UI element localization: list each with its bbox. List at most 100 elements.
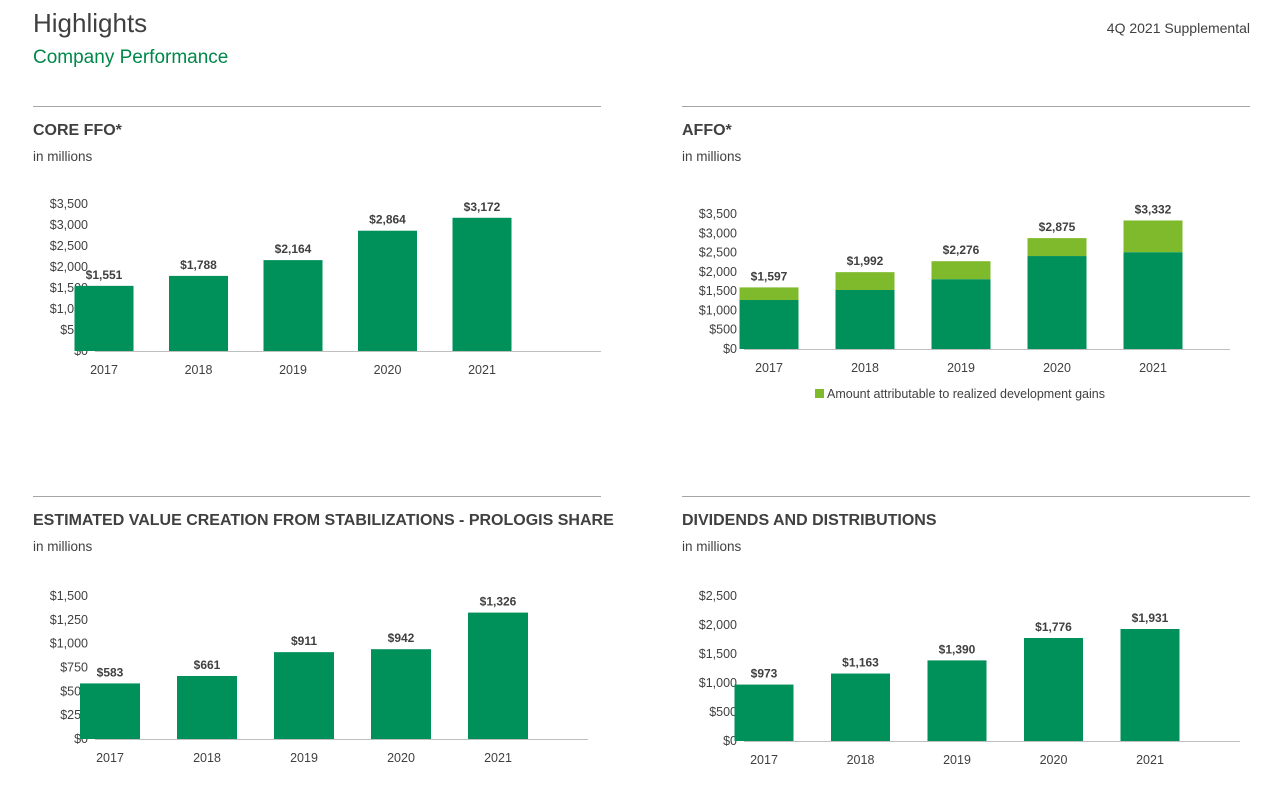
data-label: $2,276 — [943, 243, 980, 257]
data-label: $942 — [388, 631, 415, 645]
data-label: $1,776 — [1035, 620, 1072, 634]
bar — [1120, 629, 1180, 741]
chart-title: ESTIMATED VALUE CREATION FROM STABILIZAT… — [33, 512, 614, 529]
legend-swatch — [815, 389, 824, 398]
y-tick-label: $0 — [723, 734, 737, 748]
x-tick-label: 2018 — [193, 751, 221, 765]
dividends-chart: $0 $500 $1,000 $1,500 $2,000 $2,500 $973 2017 $1… — [699, 589, 1240, 767]
bar — [739, 300, 799, 349]
data-label: $1,326 — [480, 595, 517, 609]
y-tick-label: $3,500 — [50, 197, 88, 211]
data-label: $1,931 — [1132, 611, 1169, 625]
data-label: $1,597 — [751, 269, 788, 283]
bar — [835, 289, 895, 349]
y-tick-label: $1,000 — [699, 303, 737, 317]
y-tick-label: $500 — [709, 705, 737, 719]
bar — [927, 660, 987, 741]
bar — [80, 683, 140, 739]
x-tick-label: 2017 — [90, 363, 118, 377]
report-label: 4Q 2021 Supplemental — [1106, 20, 1250, 36]
value-creation-chart: $0$250$500$750$1,000$1,250$1,500$5832017… — [50, 589, 588, 765]
section-divider — [33, 106, 601, 107]
bar — [263, 260, 323, 351]
data-label: $661 — [194, 658, 221, 672]
bar — [931, 279, 991, 349]
bar — [371, 649, 431, 739]
x-tick-label: 2018 — [185, 363, 213, 377]
section-divider — [682, 496, 1250, 497]
x-tick-label: 2017 — [755, 361, 783, 375]
x-tick-label: 2020 — [1043, 361, 1071, 375]
bar — [1123, 252, 1183, 349]
y-tick-label: $3,000 — [699, 226, 737, 240]
y-tick-label: $2,500 — [699, 589, 737, 603]
bar — [177, 675, 237, 739]
y-tick-label: $3,000 — [50, 218, 88, 232]
y-tick-label: $1,000 — [50, 637, 88, 651]
data-label: $1,163 — [842, 656, 879, 670]
x-tick-label: 2019 — [947, 361, 975, 375]
data-label: $3,172 — [464, 200, 501, 214]
data-label: $1,390 — [939, 642, 976, 656]
data-label: $1,788 — [180, 258, 217, 272]
x-tick-label: 2018 — [851, 361, 879, 375]
x-tick-label: 2021 — [468, 363, 496, 377]
bar — [1024, 637, 1083, 741]
y-tick-label: $2,500 — [699, 246, 737, 260]
y-tick-label: $500 — [709, 323, 737, 337]
x-tick-label: 2020 — [387, 751, 415, 765]
y-tick-label: $0 — [723, 342, 737, 356]
affo-chart: $0 $500 $1,000 $1,500 $2,000 $2,500 $3,000 $3,5… — [699, 202, 1230, 401]
page-title: Highlights — [33, 8, 148, 38]
x-tick-label: 2019 — [279, 363, 307, 377]
page-subtitle: Company Performance — [33, 47, 229, 68]
bar — [274, 652, 334, 739]
y-tick-label: $2,000 — [50, 260, 88, 274]
y-tick-label: $750 — [60, 661, 88, 675]
y-tick-label: $1,500 — [699, 647, 737, 661]
y-tick-label: $2,000 — [699, 618, 737, 632]
data-label: $2,164 — [275, 242, 312, 256]
x-tick-label: 2020 — [374, 363, 402, 377]
section-divider — [33, 496, 601, 497]
y-tick-label: $3,500 — [699, 207, 737, 221]
bar — [1027, 256, 1087, 349]
x-tick-label: 2017 — [96, 751, 124, 765]
bar-segment-development-gains — [1027, 238, 1087, 257]
bar — [74, 285, 134, 351]
bar-segment-development-gains — [835, 272, 895, 290]
y-tick-label: $2,500 — [50, 239, 88, 253]
chart-unit: in millions — [682, 539, 742, 554]
y-tick-label: $1,500 — [50, 589, 88, 603]
legend-label: Amount attributable to realized developm… — [827, 387, 1105, 401]
x-tick-label: 2021 — [484, 751, 512, 765]
affo-panel: AFFO* in millions $0 $500 $1,000 $1,500 $2,0… — [682, 106, 1250, 406]
chart-unit: in millions — [33, 149, 93, 164]
data-label: $1,551 — [86, 268, 123, 282]
x-tick-label: 2019 — [290, 751, 318, 765]
bar — [358, 230, 417, 351]
bar — [468, 612, 528, 739]
data-label: $973 — [751, 667, 778, 681]
chart-title: CORE FFO* — [33, 122, 122, 139]
x-tick-label: 2021 — [1139, 361, 1167, 375]
x-tick-label: 2020 — [1040, 753, 1068, 767]
section-divider — [682, 106, 1250, 107]
bar — [734, 684, 794, 741]
data-label: $583 — [97, 665, 124, 679]
chart-title: DIVIDENDS AND DISTRIBUTIONS — [682, 512, 937, 529]
x-tick-label: 2017 — [750, 753, 778, 767]
bar — [169, 275, 228, 351]
data-label: $3,332 — [1135, 202, 1172, 216]
data-label: $911 — [291, 634, 317, 648]
value-creation-panel: ESTIMATED VALUE CREATION FROM STABILIZAT… — [33, 496, 614, 796]
chart-unit: in millions — [33, 539, 93, 554]
x-tick-label: 2021 — [1136, 753, 1164, 767]
y-tick-label: $1,000 — [699, 676, 737, 690]
bar-segment-development-gains — [931, 261, 991, 280]
chart-title: AFFO* — [682, 122, 732, 139]
y-tick-label: $1,500 — [699, 284, 737, 298]
y-tick-label: $2,000 — [699, 265, 737, 279]
data-label: $2,864 — [369, 213, 406, 227]
bar-segment-development-gains — [1123, 220, 1183, 253]
